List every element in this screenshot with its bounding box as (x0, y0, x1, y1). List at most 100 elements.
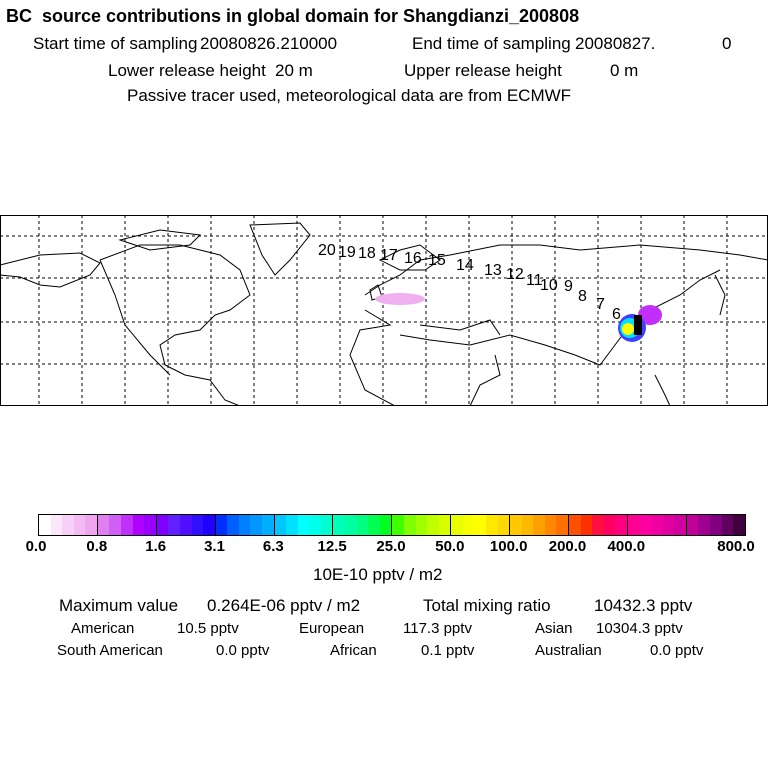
trajectory-label: 14 (456, 257, 474, 274)
trajectory-label: 9 (564, 278, 573, 295)
total-label: Total mixing ratio (423, 596, 551, 615)
trajectory-label: 10 (540, 277, 558, 294)
colorbar-swatch (651, 515, 663, 535)
colorbar-unit: 10E-10 pptv / m2 (313, 565, 443, 584)
colorbar-tick-label: 50.0 (435, 538, 465, 555)
trajectory-label: 12 (506, 266, 524, 283)
colorbar-swatch (580, 515, 593, 535)
colorbar-swatch (227, 515, 239, 535)
colorbar-swatch (203, 515, 215, 535)
region-name: Australian (535, 642, 602, 659)
colorbar-swatch (144, 515, 156, 535)
colorbar-swatch (155, 515, 169, 535)
colorbar-swatch (427, 515, 439, 535)
colorbar-swatch (238, 515, 251, 535)
colorbar-swatch (415, 515, 428, 535)
colorbar-tick-label: 800.0 (717, 538, 755, 555)
region-name: African (330, 642, 377, 659)
colorbar-tick-label: 12.5 (317, 538, 347, 555)
lower-height-value: 20 m (275, 61, 313, 80)
colorbar-swatch (286, 515, 298, 535)
colorbar-swatch (191, 515, 204, 535)
trajectory-label: 8 (578, 288, 587, 305)
colorbar-swatch (403, 515, 416, 535)
colorbar-swatch (50, 515, 63, 535)
colorbar-swatch (709, 515, 722, 535)
total-value: 10432.3 pptv (594, 596, 693, 615)
colorbar-swatch (533, 515, 545, 535)
max-label: Maximum value (59, 596, 179, 615)
region-name: European (299, 620, 365, 637)
colorbar-swatch (73, 515, 86, 535)
colorbar-swatch (345, 515, 357, 535)
colorbar-swatch (250, 515, 262, 535)
region-name: South American (57, 642, 163, 659)
colorbar-swatch (356, 515, 369, 535)
colorbar-tick-label: 200.0 (548, 538, 587, 555)
region-name: Asian (535, 620, 573, 637)
colorbar-swatch (698, 515, 710, 535)
colorbar-swatch (685, 515, 699, 535)
colorbar-swatch (721, 515, 734, 535)
trajectory-label: 7 (596, 296, 605, 313)
colorbar-swatch (485, 515, 498, 535)
plume-max (634, 315, 642, 335)
colorbar-swatch (379, 515, 392, 535)
colorbar-swatch (39, 515, 51, 535)
upper-height-label: Upper release height (404, 61, 562, 80)
colorbar-swatch (615, 515, 627, 535)
region-value: 0.0 pptv (216, 642, 270, 659)
region-value: 10304.3 pptv (596, 620, 683, 637)
region-value: 0.1 pptv (421, 642, 475, 659)
colorbar-swatch (521, 515, 534, 535)
end-value: 20080827. (575, 34, 656, 53)
colorbar-tick-label: 400.0 (607, 538, 646, 555)
colorbar-swatch (662, 515, 675, 535)
colorbar-tick-label: 25.0 (376, 538, 406, 555)
colorbar-swatch (462, 515, 475, 535)
colorbar-swatch (544, 515, 557, 535)
region-value: 117.3 pptv (403, 620, 472, 637)
max-value: 0.264E-06 pptv / m2 (207, 596, 361, 615)
trajectory-label: 16 (404, 250, 422, 267)
colorbar-tick-label: 0.0 (25, 538, 47, 555)
region-value: 10.5 pptv (177, 620, 239, 637)
colorbar-tick-label: 100.0 (489, 538, 528, 555)
colorbar-swatch (391, 515, 404, 535)
colorbar (38, 514, 746, 536)
end-label: End time of sampling (412, 34, 571, 53)
colorbar-swatch (474, 515, 486, 535)
colorbar-swatch (332, 515, 346, 535)
end-extra: 0 (722, 34, 732, 53)
coastlines (0, 222, 768, 406)
plume-core (622, 323, 634, 335)
colorbar-swatch (639, 515, 652, 535)
region-name: American (71, 620, 135, 637)
colorbar-swatch (309, 515, 321, 535)
colorbar-swatch (438, 515, 451, 535)
plume-ne (638, 305, 662, 325)
colorbar-swatch (121, 515, 133, 535)
colorbar-swatch (497, 515, 510, 535)
lower-height-label: Lower release height (108, 61, 266, 80)
trajectory-label: 17 (380, 247, 398, 264)
colorbar-swatch (368, 515, 380, 535)
region-value: 0.0 pptv (650, 642, 704, 659)
colorbar-tick-label: 6.3 (262, 538, 284, 555)
colorbar-swatch (320, 515, 333, 535)
colorbar-swatch (62, 515, 74, 535)
colorbar-swatch (168, 515, 180, 535)
colorbar-tick-label: 3.1 (204, 538, 225, 555)
colorbar-swatch (261, 515, 274, 535)
upper-height-value: 0 m (610, 61, 639, 80)
plume-europe (375, 293, 425, 305)
trajectory-label: 20 (318, 242, 336, 259)
colorbar-swatch (509, 515, 522, 535)
colorbar-tick-label: 1.6 (145, 538, 167, 555)
colorbar-swatch (96, 515, 110, 535)
colorbar-swatch (297, 515, 310, 535)
colorbar-swatch (109, 515, 122, 535)
